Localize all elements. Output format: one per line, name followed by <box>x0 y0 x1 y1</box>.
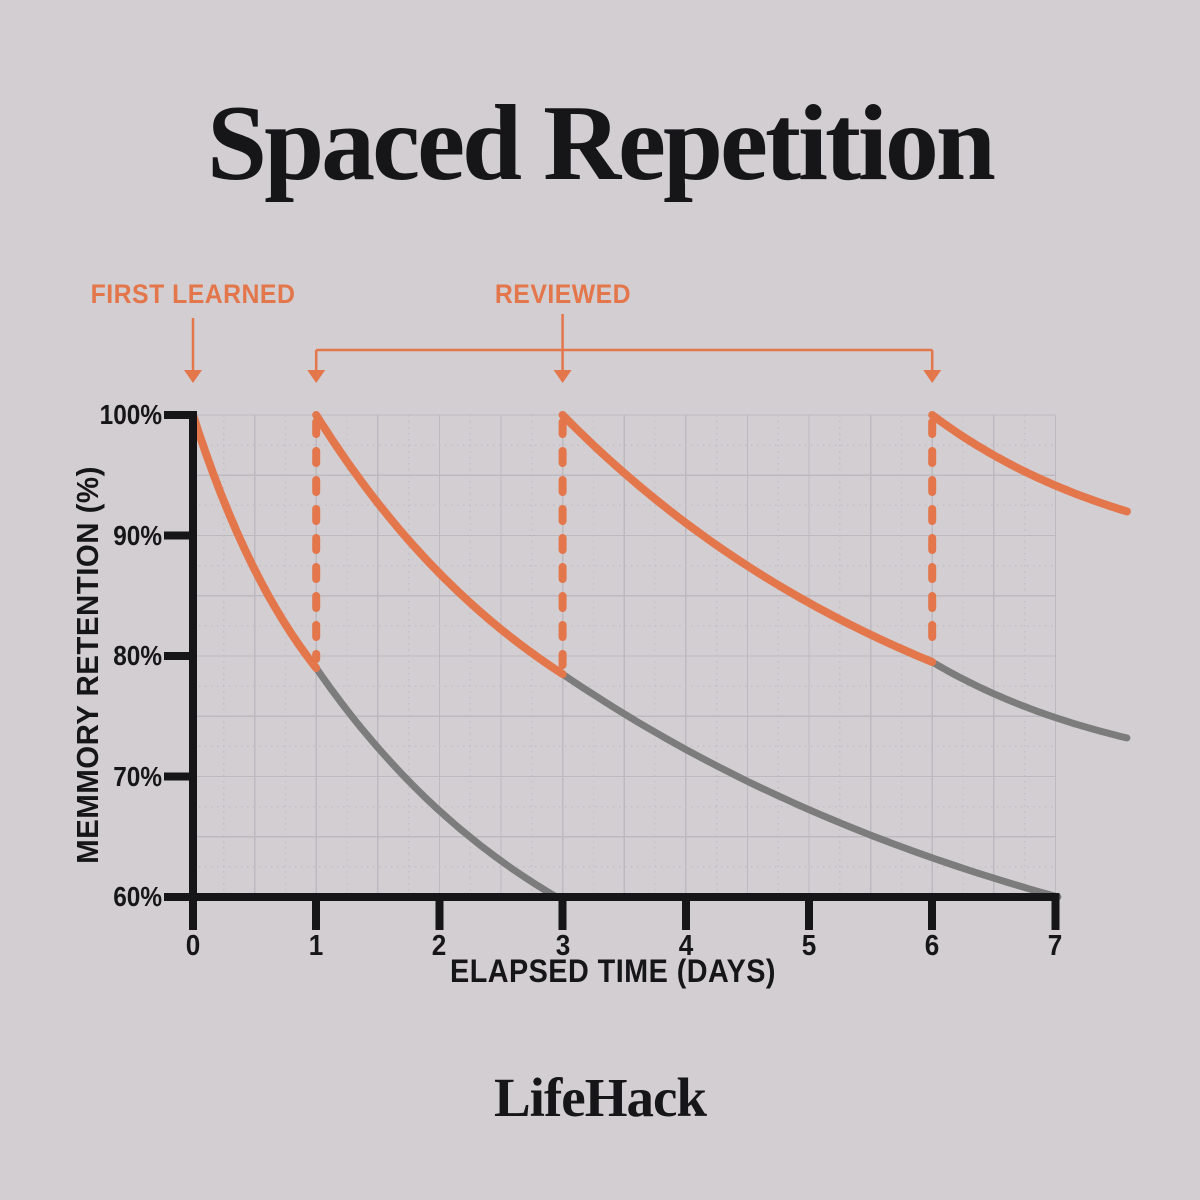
x-axis-tick <box>312 893 321 930</box>
y-axis-tick <box>164 652 193 660</box>
y-axis-line <box>189 411 197 930</box>
y-axis-tick <box>164 772 193 781</box>
x-axis-tick <box>681 893 690 930</box>
annotation-reviewed: REVIEWED <box>494 279 631 309</box>
x-axis-tick <box>435 893 444 930</box>
review-dashed-lines <box>312 418 937 670</box>
forgetting-curve <box>312 664 560 901</box>
y-tick-label-90: 90% <box>113 519 162 551</box>
series-without-review <box>312 658 1131 901</box>
x-tick-label-4: 4 <box>678 930 694 962</box>
annotation-arrows <box>184 314 942 383</box>
x-axis-tick <box>928 893 937 930</box>
x-axis-line <box>189 893 1060 901</box>
axis-layer <box>164 411 1060 930</box>
y-axis-tick <box>164 411 193 419</box>
x-axis-tick <box>558 893 567 930</box>
y-tick-label-80: 80% <box>113 640 162 671</box>
x-axis-title: ELAPSED TIME (DAYS) <box>450 953 776 989</box>
y-tick-label-60: 60% <box>113 881 162 912</box>
arrowhead-icon <box>923 370 942 383</box>
retention-curve <box>558 411 937 666</box>
retention-curve <box>312 411 567 679</box>
x-tick-label-7: 7 <box>1048 930 1063 962</box>
y-tick-label-70: 70% <box>113 760 162 792</box>
x-axis-tick <box>805 893 813 930</box>
series-with-review <box>189 411 1131 679</box>
arrowhead-icon <box>553 370 572 383</box>
arrowhead-icon <box>307 370 326 383</box>
y-tick-label-100: 100% <box>99 399 162 430</box>
x-tick-label-0: 0 <box>185 930 201 962</box>
y-axis-tick <box>164 531 193 540</box>
x-axis-tick <box>1051 893 1060 930</box>
x-tick-label-2: 2 <box>432 930 447 962</box>
forgetting-curve <box>559 670 1062 901</box>
y-axis-tick <box>164 893 193 901</box>
x-tick-label-1: 1 <box>308 930 324 962</box>
lifehack-logo: LifeHack <box>494 1067 707 1128</box>
x-tick-label-6: 6 <box>924 930 940 962</box>
annotation-first-learned: FIRST LEARNED <box>90 279 296 309</box>
retention-curve <box>928 411 1131 516</box>
arrowhead-icon <box>184 370 202 383</box>
x-tick-label-3: 3 <box>555 930 570 962</box>
x-tick-label-5: 5 <box>801 930 817 962</box>
x-axis-tick <box>189 893 197 930</box>
forgetting-curve <box>928 658 1131 742</box>
y-axis-title: MEMMORY RETENTION (%) <box>70 466 105 864</box>
retention-curve <box>189 411 321 672</box>
page-title: Spaced Repetition <box>207 84 996 203</box>
